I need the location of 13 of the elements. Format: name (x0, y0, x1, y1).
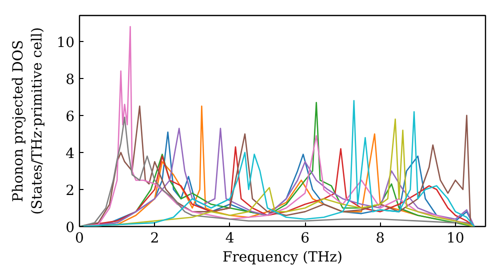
y-tick-label: 0 (66, 220, 75, 236)
x-tick-label: 4 (225, 230, 234, 246)
x-tick-label: 2 (150, 230, 160, 246)
y-tick-label: 10 (56, 34, 75, 51)
y-tick-label: 4 (66, 146, 75, 162)
y-tick-label: 2 (66, 182, 75, 199)
x-tick-label: 10 (446, 230, 464, 246)
x-tick-label: 8 (376, 230, 385, 246)
y-tick-label: 8 (66, 72, 75, 88)
x-axis-title: Frequency (THz) (222, 250, 343, 266)
y-tick-label: 6 (66, 108, 75, 125)
x-tick-label: 6 (300, 230, 310, 246)
y-axis-title: Phonon projected DOS (States/THz·primitive cell) (10, 27, 46, 215)
